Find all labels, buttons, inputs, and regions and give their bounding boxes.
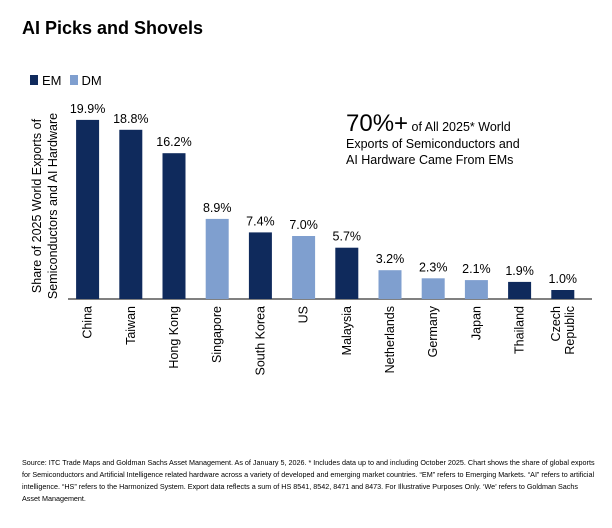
annotation-line2: Exports of Semiconductors and [346,137,520,151]
annotation-line3: AI Hardware Came From EMs [346,153,514,167]
bar-hong-kong [162,153,186,299]
value-label-thailand: 1.9% [505,264,534,278]
annotation: 70%+ of All 2025* World Exports of Semic… [346,112,556,168]
x-tick-label-south-korea: South Korea [253,306,267,376]
value-label-china: 19.9% [70,102,105,116]
x-tick-text-south-korea-0: South Korea [253,306,267,376]
x-tick-label-us: US [297,306,311,323]
bar-malaysia [335,247,359,299]
x-tick-label-germany: Germany [426,305,440,357]
legend: EM DM [30,71,110,89]
x-tick-label-czech-republic: Czech Republic [549,306,577,355]
x-tick-label-malaysia: Malaysia [340,306,354,355]
x-tick-text-czech-republic-1: Republic [563,306,577,355]
value-label-malaysia: 5.7% [333,230,362,244]
x-tick-text-thailand-0: Thailand [513,306,527,354]
x-tick-label-japan: Japan [469,306,483,340]
value-label-japan: 2.1% [462,262,491,276]
value-label-czech-republic: 1.0% [549,272,578,286]
bar-singapore [205,218,229,299]
x-tick-text-us-0: US [297,306,311,323]
bar-chart: 19.9% China 18.8% Taiwan 16.2% Hong Kong 8.9% S… [68,102,592,376]
x-tick-label-china: China [81,306,95,339]
x-tick-label-singapore: Singapore [210,306,224,363]
bar-thailand [508,281,532,299]
x-tick-label-taiwan: Taiwan [124,306,138,345]
annotation-big: 70%+ [346,110,409,137]
value-label-south-korea: 7.4% [246,214,275,228]
x-tick-label-netherlands: Netherlands [383,306,397,373]
annotation-line1: of All 2025* World [408,120,511,134]
legend-swatch-em [30,75,38,85]
bar-netherlands [378,270,402,299]
x-tick-text-germany-0: Germany [426,305,440,357]
value-label-netherlands: 3.2% [376,252,405,266]
legend-item-em: EM [30,73,62,88]
legend-swatch-dm [69,75,78,85]
value-label-singapore: 8.9% [203,201,232,215]
x-tick-text-czech-republic-0: Czech [549,306,563,341]
x-tick-text-taiwan-0: Taiwan [124,306,138,345]
legend-label-em: EM [42,72,62,88]
x-tick-label-thailand: Thailand [513,306,527,354]
bar-us [292,236,316,299]
value-label-taiwan: 18.8% [113,112,148,126]
bar-south-korea [248,232,272,299]
source-note: Source: ITC Trade Maps and Goldman Sachs… [22,458,595,503]
bar-czech-republic [551,290,575,299]
bar-germany [421,278,445,299]
legend-label-dm: DM [81,72,102,88]
x-tick-label-hong-kong: Hong Kong [167,306,181,369]
x-tick-text-netherlands-0: Netherlands [383,306,397,373]
chart-title: AI Picks and Shovels [22,18,204,38]
bar-china [76,119,100,300]
value-label-us: 7.0% [289,218,318,232]
x-tick-text-hong-kong-0: Hong Kong [167,306,181,369]
x-tick-text-malaysia-0: Malaysia [340,306,354,355]
x-tick-text-singapore-0: Singapore [210,306,224,363]
x-tick-text-china-0: China [81,306,95,339]
legend-item-dm: DM [69,72,102,88]
x-tick-text-japan-0: Japan [469,306,483,340]
bar-taiwan [119,129,143,299]
value-label-hong-kong: 16.2% [156,135,191,149]
value-label-germany: 2.3% [419,260,448,274]
bar-japan [464,280,488,299]
